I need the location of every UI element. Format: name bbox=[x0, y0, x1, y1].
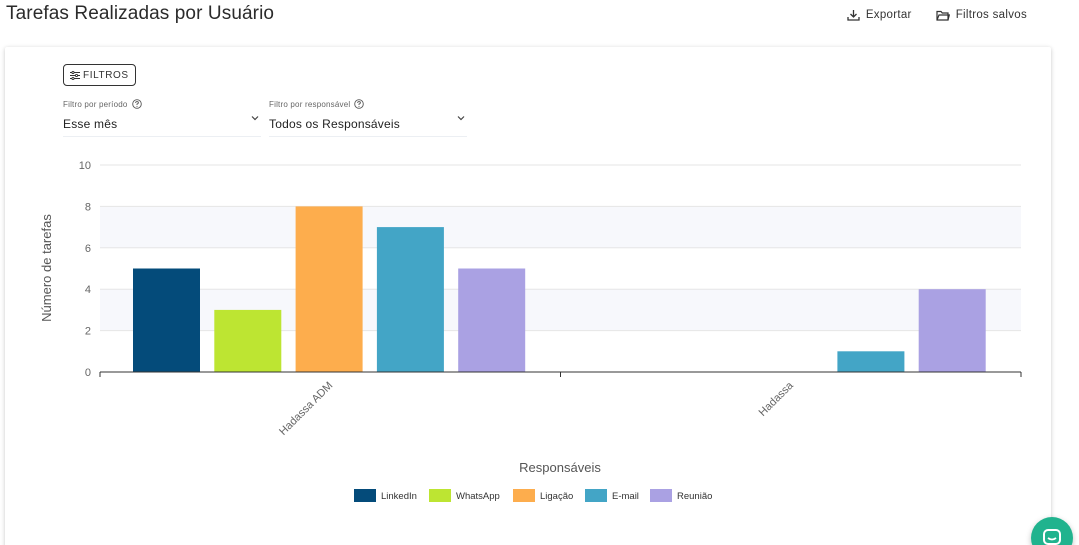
help-icon[interactable] bbox=[131, 99, 142, 109]
legend: LinkedIn WhatsApp Ligação E-mail Reunião bbox=[354, 489, 712, 502]
download-icon bbox=[847, 10, 860, 21]
chat-widget-button[interactable] bbox=[1031, 517, 1073, 545]
responsible-filter[interactable]: Filtro por responsável Todos os Responsá… bbox=[269, 99, 467, 137]
x-tick-labels: Hadassa ADM Hadassa bbox=[277, 379, 796, 438]
chat-icon bbox=[1043, 529, 1061, 545]
saved-filters-button[interactable]: Filtros salvos bbox=[936, 9, 1027, 21]
folder-open-icon bbox=[936, 10, 950, 21]
legend-item-reunião[interactable]: Reunião bbox=[650, 489, 712, 502]
grid-band bbox=[100, 206, 1021, 248]
page-title: Tarefas Realizadas por Usuário bbox=[6, 3, 275, 24]
header-actions: Exportar Filtros salvos bbox=[847, 9, 1027, 21]
grid-bands bbox=[100, 206, 1021, 331]
legend-swatch bbox=[429, 489, 451, 502]
y-tick-label: 10 bbox=[79, 160, 91, 172]
bar-reunião-2[interactable] bbox=[918, 289, 986, 372]
x-tick-label: Hadassa bbox=[757, 379, 797, 419]
y-tick-label: 4 bbox=[85, 284, 91, 296]
legend-swatch bbox=[650, 489, 672, 502]
legend-label: LinkedIn bbox=[381, 491, 417, 502]
y-tick-label: 6 bbox=[85, 243, 91, 255]
bar-e-mail-2[interactable] bbox=[837, 351, 905, 372]
y-axis: 0 2 4 6 8 10 bbox=[79, 160, 91, 379]
legend-item-e-mail[interactable]: E-mail bbox=[585, 489, 639, 502]
y-tick-label: 2 bbox=[85, 326, 91, 338]
chevron-down-icon bbox=[457, 116, 465, 121]
legend-item-ligação[interactable]: Ligação bbox=[513, 489, 573, 502]
x-axis bbox=[99, 371, 1022, 377]
legend-item-whatsapp[interactable]: WhatsApp bbox=[429, 489, 500, 502]
period-filter-label-row: Filtro por período bbox=[63, 99, 261, 109]
x-tick-label: Hadassa ADM bbox=[277, 380, 335, 438]
responsible-filter-label-row: Filtro por responsável bbox=[269, 99, 467, 109]
legend-label: Reunião bbox=[677, 491, 712, 502]
bar-reunião-1[interactable] bbox=[458, 268, 526, 373]
y-axis-title: Número de tarefas bbox=[39, 214, 54, 322]
export-label: Exportar bbox=[865, 9, 912, 21]
legend-item-linkedin[interactable]: LinkedIn bbox=[354, 489, 417, 502]
period-filter-value: Esse mês bbox=[63, 117, 118, 131]
legend-label: Ligação bbox=[540, 491, 573, 502]
bar-linkedin-1[interactable] bbox=[133, 268, 200, 373]
period-filter[interactable]: Filtro por período Esse mês bbox=[63, 99, 261, 137]
responsible-filter-label: Filtro por responsável bbox=[269, 99, 351, 109]
bar-e-mail-1[interactable] bbox=[376, 227, 444, 372]
saved-filters-label: Filtros salvos bbox=[955, 9, 1027, 21]
bar-ligação-1[interactable] bbox=[295, 206, 363, 372]
y-tick-label: 8 bbox=[85, 201, 91, 213]
legend-swatch bbox=[513, 489, 535, 502]
filters-button-label: FILTROS bbox=[83, 69, 129, 81]
legend-swatch bbox=[585, 489, 607, 502]
period-filter-label: Filtro por período bbox=[63, 99, 128, 109]
bars bbox=[133, 206, 986, 372]
bar-whatsapp-1[interactable] bbox=[214, 309, 282, 372]
sliders-icon bbox=[70, 70, 80, 80]
help-icon[interactable] bbox=[354, 99, 365, 109]
legend-label: WhatsApp bbox=[456, 491, 500, 502]
responsible-filter-value: Todos os Responsáveis bbox=[269, 117, 400, 131]
x-axis-title: Responsáveis bbox=[519, 460, 601, 475]
y-tick-label: 0 bbox=[85, 367, 91, 379]
chevron-down-icon bbox=[251, 116, 259, 121]
legend-label: E-mail bbox=[612, 491, 639, 502]
export-button[interactable]: Exportar bbox=[847, 9, 912, 21]
legend-swatch bbox=[354, 489, 376, 502]
filters-button[interactable]: FILTROS bbox=[63, 64, 136, 86]
